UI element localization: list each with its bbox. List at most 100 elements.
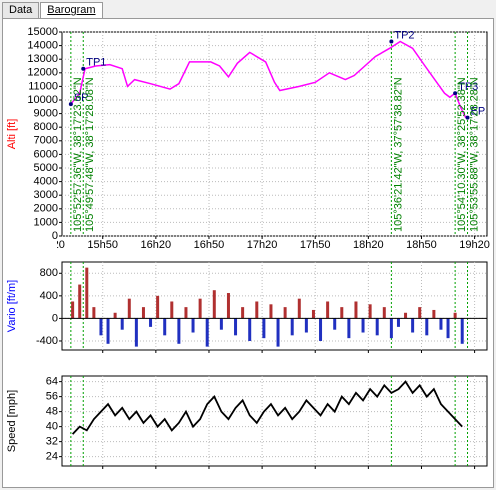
- plot-area: [61, 375, 488, 467]
- waypoint-coord: 105°49'57.48"W, 38°17'28.08"N: [84, 77, 96, 232]
- y-tick-label: 7000: [34, 135, 58, 147]
- x-tick-label: 17h50: [300, 239, 331, 251]
- waypoint-coord: 105°54'10.30"W, 38°25'52.38"N: [456, 77, 468, 232]
- tab[interactable]: Barogram: [40, 2, 103, 18]
- y-tick-label: -400: [36, 335, 58, 347]
- vario-bar: [134, 318, 138, 347]
- vario-bar: [219, 318, 223, 330]
- vario-bar: [460, 318, 464, 344]
- vario-bar: [382, 307, 386, 319]
- y-tick-label: 3000: [34, 189, 58, 201]
- vario-bar: [446, 318, 450, 339]
- vario-bar: [389, 318, 393, 339]
- vario-bar: [425, 318, 429, 336]
- waypoint: [453, 91, 458, 96]
- tab-bar: Data Barogram: [2, 2, 104, 18]
- vario-bar: [311, 309, 315, 319]
- vario-bar: [347, 318, 351, 339]
- vario-bar: [241, 307, 245, 319]
- x-tick-label: 15h50: [87, 239, 118, 251]
- plot-area: [61, 31, 488, 237]
- vario-bar: [163, 318, 167, 336]
- waypoint-name: TP1: [86, 57, 106, 69]
- vario-bar: [92, 307, 96, 319]
- vario-bar: [375, 318, 379, 336]
- vario-bar: [113, 312, 117, 319]
- vario-bar: [340, 307, 344, 319]
- y-tick-label: 15000: [27, 26, 58, 38]
- x-tick-label: 18h50: [406, 239, 437, 251]
- waypoint-name: SP: [74, 92, 89, 104]
- data-line: [71, 380, 463, 435]
- vario-bar: [127, 298, 131, 319]
- tab[interactable]: Data: [2, 2, 40, 18]
- y-tick-label: 6000: [34, 148, 58, 160]
- vario-bar: [304, 318, 308, 333]
- waypoint-coord: 105°36'21.42"W, 37°57'38.82"N: [392, 77, 404, 232]
- vario-bar: [234, 318, 238, 336]
- x-tick-label: 16h50: [194, 239, 225, 251]
- plot-area: [61, 261, 488, 351]
- waypoint-coord: 105°52'57.36"W, 38°17'23.52"N: [72, 77, 84, 232]
- y-axis-label: Alti [ft]: [6, 119, 18, 150]
- y-tick-label: 2000: [34, 203, 58, 215]
- x-tick-label: 16h20: [141, 239, 172, 251]
- vario-bar: [141, 307, 145, 319]
- vario-bar: [432, 309, 436, 319]
- waypoint: [465, 115, 470, 120]
- waypoint: [68, 102, 73, 107]
- y-tick-label: 56: [46, 391, 58, 403]
- vario-bar: [170, 301, 174, 319]
- vario-bar: [255, 301, 259, 319]
- vario-bar: [276, 318, 280, 347]
- vario-bar: [184, 307, 188, 319]
- waypoint: [81, 66, 86, 71]
- y-axis-label: Vario [ft/m]: [6, 280, 18, 332]
- vario-bar: [354, 301, 358, 319]
- vario-bar: [78, 284, 82, 319]
- y-tick-label: 4000: [34, 176, 58, 188]
- vario-bar: [156, 295, 160, 319]
- y-tick-label: 5000: [34, 162, 58, 174]
- vario-bar: [85, 267, 89, 319]
- y-tick-label: 0: [52, 230, 58, 242]
- vario-bar: [269, 304, 273, 319]
- waypoint: [389, 39, 394, 44]
- y-tick-label: 32: [46, 436, 58, 448]
- y-tick-label: 11000: [28, 80, 58, 92]
- y-tick-label: 64: [46, 376, 58, 388]
- x-tick-label: 19h20: [459, 239, 490, 251]
- vario-bar: [453, 312, 457, 319]
- vario-bar: [418, 307, 422, 319]
- vario-bar: [120, 318, 124, 330]
- data-line: [70, 40, 467, 119]
- y-tick-label: 40: [46, 421, 58, 433]
- vario-bar: [404, 312, 408, 319]
- vario-bar: [361, 318, 365, 333]
- waypoint-coord: 105°53'55.88"W, 38°17'28.28"N: [468, 77, 480, 232]
- x-tick-label: 17h20: [247, 239, 278, 251]
- vario-bar: [226, 293, 230, 319]
- y-tick-label: 1000: [34, 216, 58, 228]
- vario-bar: [205, 318, 209, 347]
- vario-bar: [149, 318, 153, 327]
- x-tick-label: 18h20: [353, 239, 384, 251]
- vario-bar: [71, 301, 75, 319]
- y-tick-label: 24: [46, 451, 58, 463]
- y-tick-label: 0: [52, 312, 58, 324]
- y-tick-label: 9000: [34, 108, 58, 120]
- vario-bar: [198, 298, 202, 319]
- vario-bar: [191, 318, 195, 333]
- y-tick-label: 10000: [27, 94, 58, 106]
- vario-bar: [319, 318, 323, 341]
- y-axis-label: Speed [mph]: [6, 390, 18, 452]
- waypoint-name: TP2: [394, 29, 414, 41]
- vario-bar: [326, 301, 330, 319]
- x-tick-label: 15h20: [34, 239, 65, 251]
- vario-bar: [248, 318, 252, 341]
- vario-bar: [99, 318, 103, 336]
- vario-bar: [290, 318, 294, 336]
- waypoint-name: EP: [471, 106, 486, 118]
